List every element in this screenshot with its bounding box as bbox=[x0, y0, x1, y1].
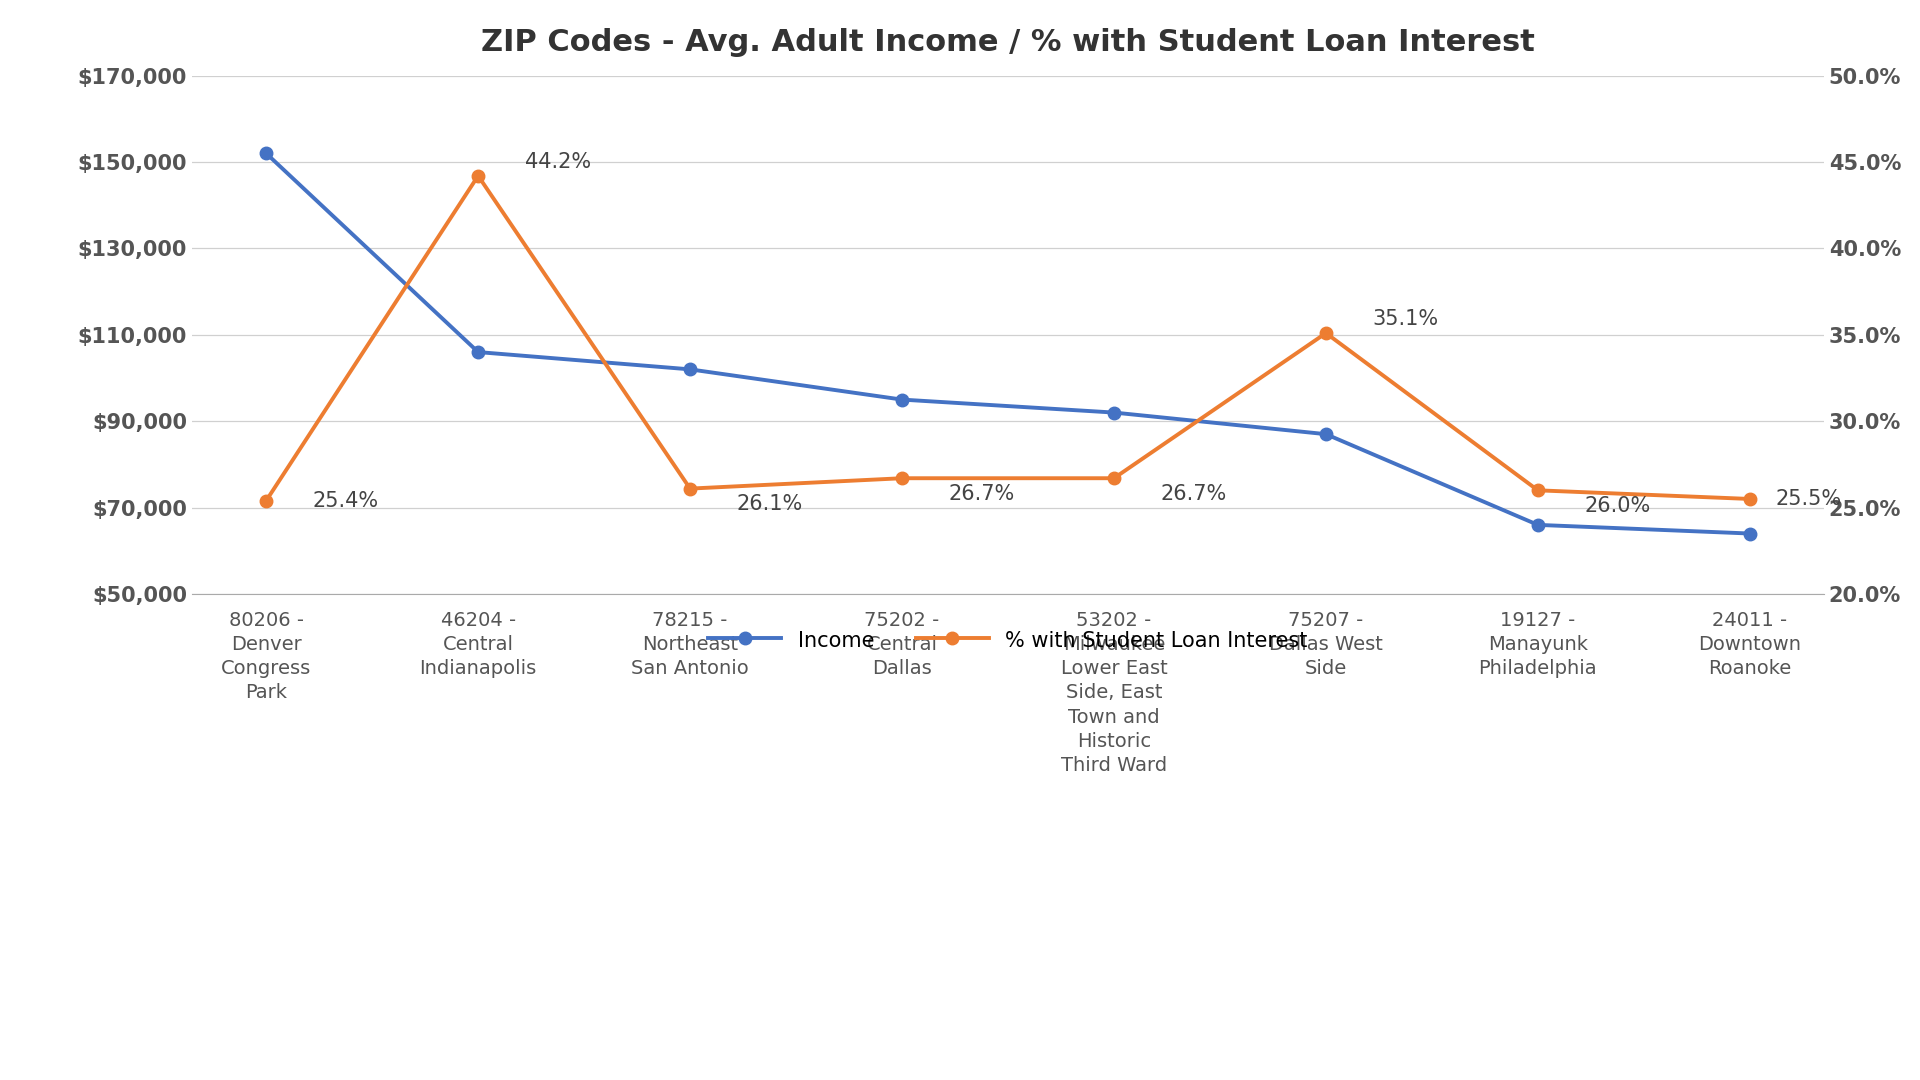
Text: 26.7%: 26.7% bbox=[948, 484, 1016, 503]
Text: 25.5%: 25.5% bbox=[1776, 489, 1841, 509]
Legend: Income, % with Student Loan Interest: Income, % with Student Loan Interest bbox=[708, 630, 1308, 651]
Income bbox=[1526, 518, 1549, 531]
Text: 26.1%: 26.1% bbox=[737, 495, 803, 514]
Text: 26.7%: 26.7% bbox=[1160, 484, 1227, 503]
Title: ZIP Codes - Avg. Adult Income / % with Student Loan Interest: ZIP Codes - Avg. Adult Income / % with S… bbox=[482, 28, 1534, 56]
Text: 44.2%: 44.2% bbox=[524, 152, 591, 172]
Text: 25.4%: 25.4% bbox=[313, 490, 378, 511]
% with Student Loan Interest bbox=[255, 495, 278, 508]
% with Student Loan Interest bbox=[1315, 326, 1338, 339]
Line: % with Student Loan Interest: % with Student Loan Interest bbox=[259, 170, 1757, 507]
Text: 35.1%: 35.1% bbox=[1373, 309, 1438, 329]
Income bbox=[891, 393, 914, 406]
Text: 26.0%: 26.0% bbox=[1584, 496, 1651, 516]
Income bbox=[467, 346, 490, 359]
Income bbox=[255, 147, 278, 160]
Line: Income: Income bbox=[259, 147, 1757, 540]
% with Student Loan Interest bbox=[1526, 484, 1549, 497]
Income bbox=[1315, 428, 1338, 441]
Income bbox=[1102, 406, 1125, 419]
% with Student Loan Interest bbox=[1738, 492, 1761, 505]
% with Student Loan Interest bbox=[891, 472, 914, 485]
Income bbox=[1738, 527, 1761, 540]
% with Student Loan Interest bbox=[1102, 472, 1125, 485]
% with Student Loan Interest bbox=[467, 170, 490, 183]
% with Student Loan Interest bbox=[678, 482, 701, 495]
Income bbox=[678, 363, 701, 376]
